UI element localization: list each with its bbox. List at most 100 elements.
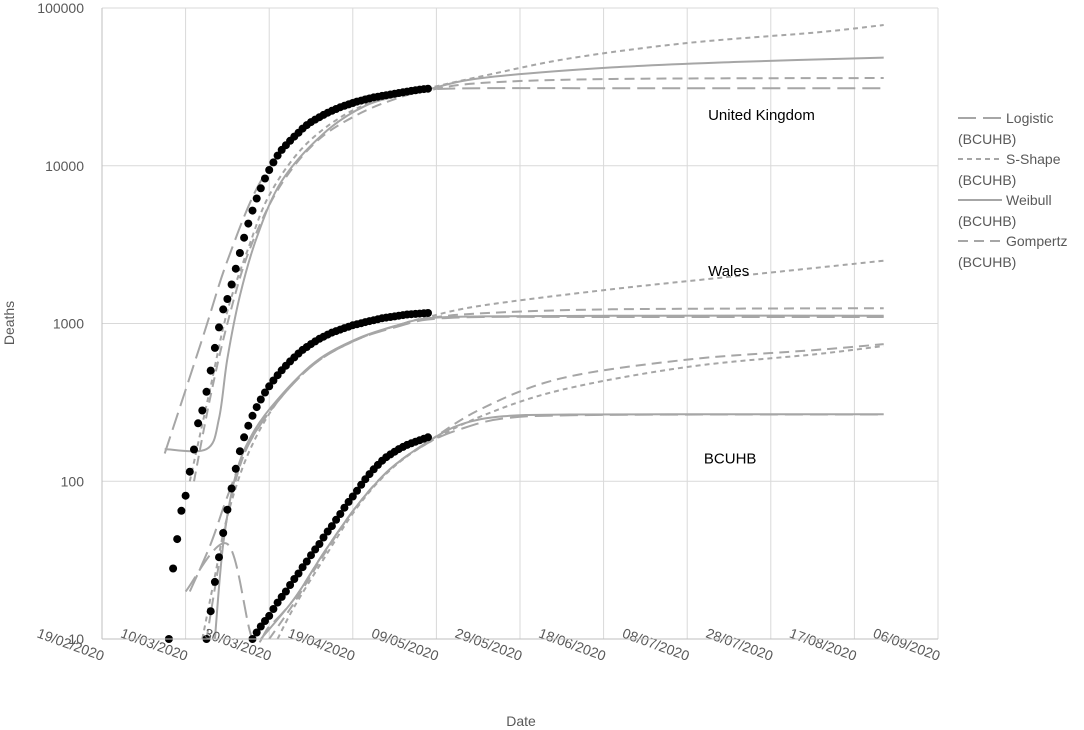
observed-point — [290, 575, 299, 583]
observed-point — [223, 505, 232, 514]
observed-point — [244, 219, 253, 228]
observed-point — [244, 421, 253, 430]
legend-entry: Weibull (BCUHB) — [958, 192, 1052, 229]
observed-point — [332, 515, 341, 524]
observed-point — [231, 464, 240, 473]
observed-point — [248, 206, 257, 215]
observed-point — [219, 529, 228, 537]
observed-point — [424, 309, 432, 317]
observed-point — [261, 388, 269, 397]
y-tick-label: 100 — [61, 473, 85, 489]
observed-point — [323, 527, 332, 536]
observed-point — [223, 295, 232, 303]
fit-group-united-kingdom — [163, 24, 884, 482]
fit-line-sshape-bcuhb — [276, 345, 884, 640]
fit-line-logistic-united-kingdom — [163, 87, 884, 454]
observed-point — [231, 264, 240, 273]
observed-point — [344, 497, 353, 506]
observed-point — [307, 551, 315, 560]
observed-point — [424, 433, 432, 442]
observed-point — [235, 249, 244, 257]
observed-point — [173, 535, 182, 544]
observed-point — [252, 403, 261, 412]
x-tick-label: 08/07/2020 — [620, 625, 692, 664]
x-axis-title: Date — [506, 713, 536, 729]
legend-label: S-Shape — [1006, 151, 1061, 167]
observed-point — [294, 569, 303, 578]
legend-entry: S-Shape (BCUHB) — [958, 151, 1061, 188]
observed-point — [252, 628, 261, 637]
observed-point — [273, 151, 282, 160]
observed-point — [235, 447, 244, 456]
x-tick-label: 06/09/2020 — [871, 625, 943, 664]
legend: Logistic (BCUHB) S-Shape (BCUHB) Weibull (BCU… — [958, 110, 1067, 270]
annotation-label: Wales — [708, 263, 749, 280]
observed-point — [315, 540, 324, 548]
observed-point — [357, 480, 366, 489]
fit-line-gompertz-wales — [205, 307, 884, 640]
observed-point — [177, 506, 186, 515]
observed-point — [169, 564, 178, 573]
observed-point — [240, 433, 249, 442]
x-tick-label: 28/07/2020 — [704, 625, 776, 664]
annotation-label: BCUHB — [704, 450, 757, 467]
observed-point — [210, 577, 219, 586]
y-tick-label: 10 — [68, 631, 84, 647]
observed-point — [348, 492, 357, 501]
observed-point — [265, 611, 274, 620]
observed-series-bcuhb — [248, 433, 432, 643]
x-tick-label: 09/05/2020 — [370, 625, 442, 664]
y-tick-label: 100000 — [37, 0, 84, 16]
observed-series-wales — [202, 309, 432, 643]
observed-point — [269, 158, 278, 167]
observed-point — [265, 166, 274, 174]
observed-point — [273, 598, 282, 607]
observed-series-united-kingdom — [164, 84, 432, 643]
observed-point — [281, 587, 290, 596]
x-tick-label: 17/08/2020 — [788, 625, 860, 664]
observed-point — [190, 445, 198, 454]
annotations: United Kingdom Wales BCUHB — [704, 107, 815, 467]
observed-point — [311, 545, 320, 554]
observed-point — [424, 84, 432, 93]
observed-point — [277, 592, 286, 601]
fit-group-wales — [188, 259, 884, 640]
observed-point — [340, 503, 349, 512]
legend-entry: Logistic (BCUHB) — [958, 110, 1053, 147]
y-axis-title: Deaths — [1, 301, 17, 345]
observed-point — [286, 581, 295, 589]
observed-point — [353, 486, 361, 495]
fit-line-sshape-united-kingdom — [188, 24, 884, 482]
fit-line-weibull-bcuhb — [260, 413, 884, 640]
fit-group-bcuhb — [184, 343, 884, 645]
fit-line-weibull-united-kingdom — [164, 56, 884, 453]
x-tick-label: 30/03/2020 — [202, 625, 274, 664]
observed-point — [302, 557, 311, 566]
observed-point — [240, 233, 249, 242]
annotation-label: United Kingdom — [708, 107, 815, 124]
x-tick-label: 19/04/2020 — [286, 625, 358, 664]
observed-point — [227, 484, 236, 493]
observed-point — [256, 395, 265, 404]
legend-label: Logistic — [1006, 110, 1053, 126]
legend-sublabel: (BCUHB) — [958, 172, 1016, 188]
legend-sublabel: (BCUHB) — [958, 213, 1016, 229]
y-tick-label: 1000 — [53, 316, 84, 332]
legend-sublabel: (BCUHB) — [958, 131, 1016, 147]
x-tick-label: 10/03/2020 — [119, 625, 191, 664]
observed-point — [215, 553, 223, 562]
observed-point — [256, 184, 265, 193]
observed-point — [248, 411, 257, 420]
observed-point — [298, 563, 307, 572]
observed-point — [206, 607, 215, 616]
legend-sublabel: (BCUHB) — [958, 254, 1016, 270]
observed-point — [227, 280, 236, 289]
x-tick-label: 29/05/2020 — [453, 625, 525, 664]
observed-point — [265, 382, 274, 391]
fit-line-gompertz-bcuhb — [268, 343, 884, 640]
observed-point — [181, 491, 190, 500]
observed-point — [327, 522, 336, 531]
observed-point — [336, 510, 345, 518]
